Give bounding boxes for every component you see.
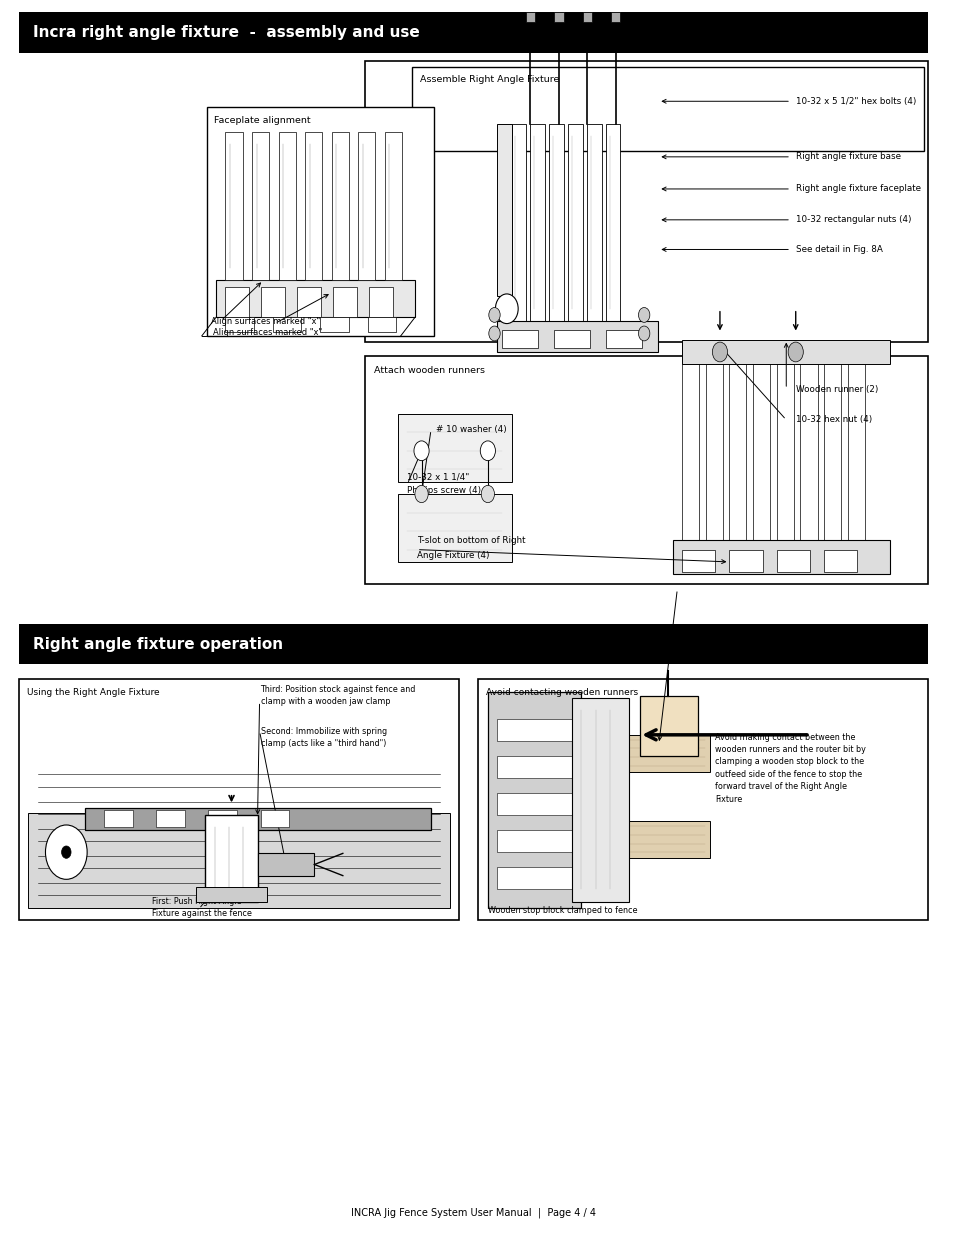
FancyBboxPatch shape (273, 317, 301, 332)
FancyBboxPatch shape (639, 697, 698, 756)
Text: Wooden stop block clamped to fence: Wooden stop block clamped to fence (487, 905, 637, 915)
Text: wooden runners and the router bit by: wooden runners and the router bit by (715, 745, 865, 755)
Text: 10-32 x 5 1/2" hex bolts (4): 10-32 x 5 1/2" hex bolts (4) (795, 96, 915, 106)
FancyBboxPatch shape (606, 330, 641, 348)
FancyBboxPatch shape (549, 124, 563, 321)
FancyBboxPatch shape (606, 124, 619, 321)
Circle shape (638, 326, 649, 341)
Text: Phillips screw (4): Phillips screw (4) (407, 485, 481, 495)
FancyBboxPatch shape (357, 132, 375, 280)
FancyBboxPatch shape (412, 67, 923, 151)
Text: # 10 washer (4): # 10 washer (4) (436, 425, 506, 435)
Circle shape (638, 308, 649, 322)
FancyBboxPatch shape (572, 698, 628, 902)
FancyBboxPatch shape (752, 364, 769, 543)
FancyBboxPatch shape (501, 330, 537, 348)
Circle shape (62, 846, 71, 858)
FancyBboxPatch shape (823, 364, 841, 543)
FancyBboxPatch shape (477, 679, 927, 920)
FancyBboxPatch shape (511, 124, 525, 321)
FancyBboxPatch shape (487, 692, 580, 908)
Text: Incra right angle fixture  -  assembly and use: Incra right angle fixture - assembly and… (33, 25, 419, 41)
FancyBboxPatch shape (156, 810, 185, 827)
Text: clamp with a wooden jaw clamp: clamp with a wooden jaw clamp (260, 697, 390, 706)
Text: Wooden runner (2): Wooden runner (2) (795, 384, 877, 394)
FancyBboxPatch shape (369, 287, 393, 317)
FancyBboxPatch shape (681, 364, 699, 543)
Circle shape (415, 485, 428, 503)
FancyBboxPatch shape (208, 810, 236, 827)
Text: INCRA Jig Fence System User Manual  |  Page 4 / 4: INCRA Jig Fence System User Manual | Pag… (351, 1208, 596, 1218)
FancyBboxPatch shape (397, 414, 511, 482)
FancyBboxPatch shape (776, 364, 793, 543)
FancyBboxPatch shape (257, 853, 314, 876)
Text: Assemble Right Angle Fixture: Assemble Right Angle Fixture (419, 75, 558, 84)
FancyBboxPatch shape (681, 550, 715, 572)
FancyBboxPatch shape (397, 494, 511, 562)
FancyBboxPatch shape (497, 793, 572, 815)
FancyBboxPatch shape (320, 317, 348, 332)
FancyBboxPatch shape (19, 624, 927, 664)
FancyBboxPatch shape (530, 124, 544, 321)
FancyBboxPatch shape (364, 356, 927, 584)
FancyBboxPatch shape (823, 550, 857, 572)
FancyBboxPatch shape (729, 550, 761, 572)
FancyBboxPatch shape (260, 810, 289, 827)
Text: clamp (acts like a "third hand"): clamp (acts like a "third hand") (260, 739, 385, 748)
Text: Fixture against the fence: Fixture against the fence (152, 909, 252, 919)
Text: 10-32 rectangular nuts (4): 10-32 rectangular nuts (4) (795, 215, 910, 225)
Text: 10-32 hex nut (4): 10-32 hex nut (4) (795, 415, 871, 425)
FancyBboxPatch shape (225, 317, 253, 332)
Text: Angle Fixture (4): Angle Fixture (4) (416, 551, 489, 561)
FancyBboxPatch shape (261, 287, 285, 317)
Text: Avoid making contact between the: Avoid making contact between the (715, 732, 855, 742)
FancyBboxPatch shape (305, 132, 322, 280)
FancyBboxPatch shape (672, 540, 889, 574)
FancyBboxPatch shape (554, 330, 590, 348)
FancyBboxPatch shape (525, 12, 535, 22)
FancyBboxPatch shape (587, 124, 601, 321)
FancyBboxPatch shape (19, 12, 927, 53)
Text: Right angle fixture base: Right angle fixture base (795, 152, 900, 162)
Text: Avoid contacting wooden runners: Avoid contacting wooden runners (485, 688, 638, 697)
Circle shape (495, 294, 517, 324)
Text: outfeed side of the fence to stop the: outfeed side of the fence to stop the (715, 769, 862, 779)
FancyBboxPatch shape (19, 679, 459, 920)
Text: Fixture: Fixture (715, 794, 741, 804)
Text: 10-32 x 1 1/4": 10-32 x 1 1/4" (407, 472, 469, 482)
FancyBboxPatch shape (497, 124, 511, 296)
FancyBboxPatch shape (580, 821, 709, 858)
FancyBboxPatch shape (29, 813, 450, 908)
FancyBboxPatch shape (334, 287, 356, 317)
FancyBboxPatch shape (568, 124, 582, 321)
FancyBboxPatch shape (847, 364, 864, 543)
Text: First: Push Right Angle: First: Push Right Angle (152, 897, 241, 906)
Text: Attach wooden runners: Attach wooden runners (374, 366, 485, 374)
FancyBboxPatch shape (705, 364, 722, 543)
Text: See detail in Fig. 8A: See detail in Fig. 8A (795, 245, 882, 254)
Circle shape (414, 441, 429, 461)
FancyBboxPatch shape (800, 364, 817, 543)
FancyBboxPatch shape (195, 887, 267, 902)
Circle shape (488, 326, 499, 341)
FancyBboxPatch shape (364, 61, 927, 342)
FancyBboxPatch shape (610, 12, 619, 22)
FancyBboxPatch shape (85, 808, 431, 830)
FancyBboxPatch shape (225, 287, 249, 317)
FancyBboxPatch shape (297, 287, 321, 317)
Text: Align surfaces marked "x": Align surfaces marked "x" (213, 327, 322, 337)
FancyBboxPatch shape (497, 719, 572, 741)
Text: T-slot on bottom of Right: T-slot on bottom of Right (416, 536, 525, 546)
Circle shape (46, 825, 87, 879)
FancyBboxPatch shape (729, 364, 745, 543)
Circle shape (479, 441, 495, 461)
FancyBboxPatch shape (225, 132, 242, 280)
FancyBboxPatch shape (580, 735, 709, 772)
Text: Align surfaces marked "x": Align surfaces marked "x" (211, 317, 320, 326)
Text: clamping a wooden stop block to the: clamping a wooden stop block to the (715, 757, 863, 767)
Text: Right angle fixture operation: Right angle fixture operation (33, 636, 283, 652)
FancyBboxPatch shape (104, 810, 132, 827)
FancyBboxPatch shape (332, 132, 348, 280)
Text: forward travel of the Right Angle: forward travel of the Right Angle (715, 782, 846, 792)
